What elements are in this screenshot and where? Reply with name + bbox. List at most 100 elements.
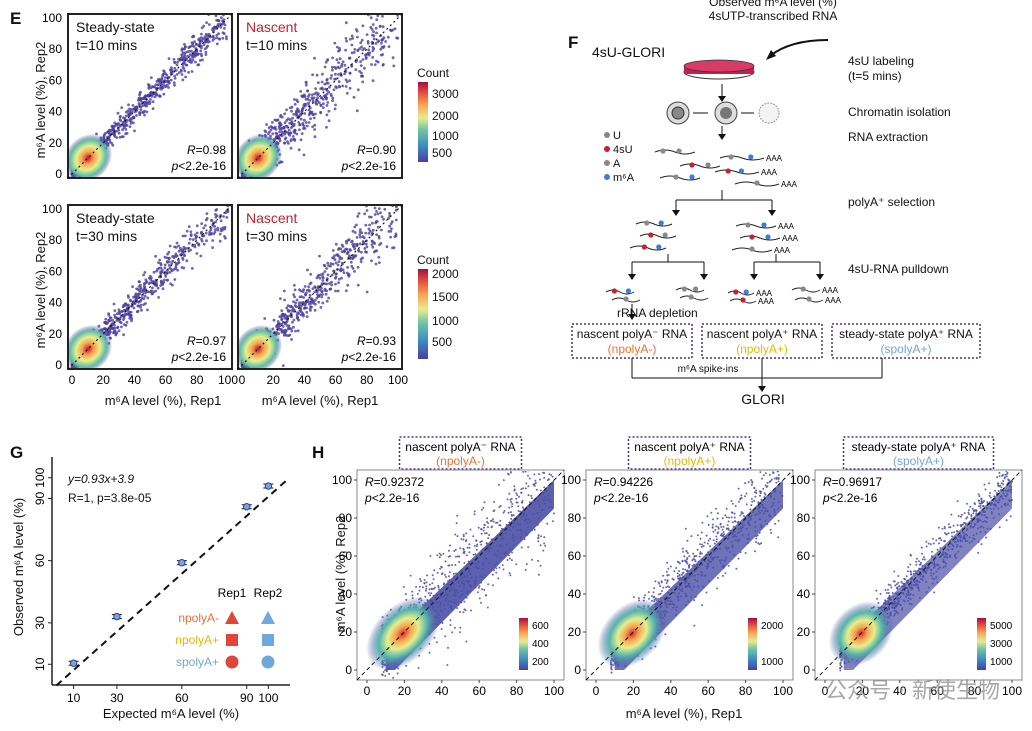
scatter-point (456, 607, 459, 610)
scatter-point (504, 532, 507, 535)
scatter-point (690, 570, 693, 573)
scatter-point (762, 506, 765, 509)
scatter-point (465, 640, 468, 643)
scatter-point (758, 543, 761, 546)
scatter-point (107, 313, 111, 317)
scatter-point (241, 193, 244, 196)
scatter-point (701, 604, 703, 607)
scatter-point (381, 25, 385, 29)
scatter-point (477, 526, 480, 529)
scatter-point (149, 86, 153, 90)
scatter-point (181, 65, 185, 69)
scatter-point (280, 309, 284, 312)
scatter-point (363, 66, 366, 70)
scatter-point (331, 68, 334, 72)
x-tick-label: 0 (364, 684, 371, 698)
rna-strand (679, 294, 709, 301)
scatter-point (637, 597, 640, 600)
scatter-point (544, 544, 547, 547)
scatter-point (480, 543, 483, 546)
scatter-point (660, 580, 663, 583)
scatter-point (536, 511, 539, 514)
scatter-point (745, 503, 748, 506)
scatter-point (160, 281, 163, 285)
scatter-point (776, 465, 778, 467)
scatter-point (486, 517, 489, 520)
scatter-point (753, 499, 756, 502)
scatter-point (455, 589, 458, 592)
scatter-point (707, 559, 710, 562)
scatter-point (520, 515, 523, 518)
scatter-point (334, 289, 337, 293)
scatter-point (463, 608, 466, 611)
scatter-point (548, 428, 550, 430)
scatter-point (108, 135, 111, 139)
cb1-tick: 1000 (432, 129, 459, 143)
scatter-point (337, 84, 341, 88)
scatter-point (695, 555, 698, 557)
scatter-point (750, 504, 753, 507)
scatter-point (134, 295, 138, 299)
scatter-point (220, 228, 224, 232)
scatter-point (535, 488, 538, 491)
scatter-point (480, 508, 483, 511)
scatter-point (758, 518, 761, 520)
scatter-point (690, 535, 693, 538)
scatter-point (429, 555, 432, 557)
scatter-point (204, 224, 207, 227)
scatter-point (449, 544, 451, 547)
scatter-point (550, 465, 552, 467)
scatter-point (191, 238, 195, 242)
scatter-point (515, 501, 518, 504)
scatter-point (356, 48, 360, 52)
scatter-point (539, 478, 542, 481)
scatter-point (318, 276, 322, 280)
plot-title: Steady-state (76, 210, 155, 226)
scatter-point (539, 544, 542, 547)
sample-box (627, 436, 752, 470)
colorbar-tick: 400 (532, 639, 549, 650)
scatter-point (447, 593, 450, 595)
scatter-point (381, 15, 384, 18)
scatter-point (274, 127, 278, 131)
scatter-point (524, 487, 527, 490)
x-tick-label: 10 (67, 691, 81, 705)
scatter-point (349, 260, 353, 264)
scatter-point (762, 487, 765, 490)
scatter-point (990, 512, 993, 515)
scatter-point (348, 248, 352, 251)
scatter-point (707, 562, 710, 565)
scatter-point (726, 524, 729, 526)
scatter-point (188, 45, 192, 49)
scatter-point (905, 575, 908, 578)
scatter-point (473, 510, 476, 513)
scatter-point (466, 589, 468, 592)
scatter-point (284, 124, 288, 128)
scatter-point (542, 492, 545, 494)
scatter-point (223, 235, 226, 238)
scatter-point (757, 458, 759, 460)
scatter-point (175, 241, 179, 245)
scatter-point (314, 298, 317, 302)
scatter-point (674, 614, 677, 617)
scatter-point (379, 47, 383, 51)
scatter-point (221, 199, 224, 202)
scatter-point (141, 110, 145, 114)
scatter-point (466, 574, 469, 577)
colorbar-tick: 600 (532, 621, 549, 632)
scatter-point (704, 574, 707, 577)
y-tick-label: 40 (49, 296, 63, 310)
scatter-point (202, 234, 206, 238)
scatter-point (701, 543, 703, 546)
box-title: steady-state polyA⁺ RNA (839, 327, 973, 341)
labeling-arrow-icon (769, 39, 829, 57)
scatter-point (371, 245, 375, 249)
scatter-point (465, 532, 468, 535)
scatter-point (387, 216, 391, 220)
scatter-point (278, 130, 281, 134)
scatter-point (716, 532, 719, 535)
scatter-point (537, 573, 540, 576)
scatter-point (488, 534, 491, 536)
scatter-point (276, 118, 279, 122)
scatter-point (473, 580, 476, 582)
